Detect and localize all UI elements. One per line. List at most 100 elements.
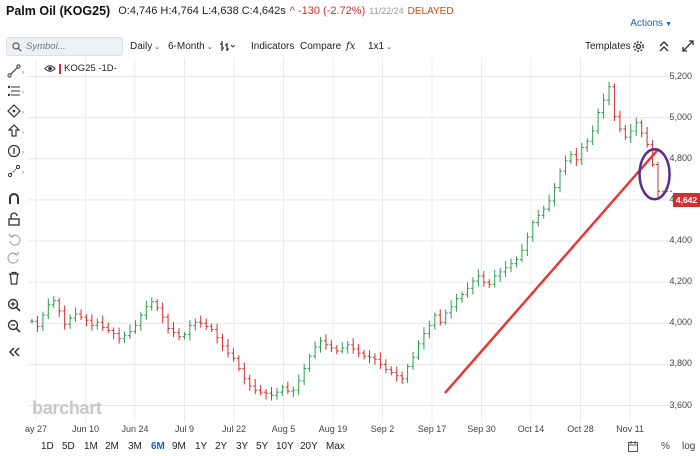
period-button-max[interactable]: Max xyxy=(326,441,345,452)
redo-icon xyxy=(7,251,20,264)
collapse-button[interactable] xyxy=(658,40,670,56)
redo-tool[interactable] xyxy=(6,249,22,265)
y-tick-label: 4,200 xyxy=(669,276,692,287)
x-tick-label: Oct 14 xyxy=(517,424,545,434)
layout-label: 1x1 xyxy=(368,41,385,52)
series-color-swatch xyxy=(59,63,61,74)
x-tick-label: Nov 11 xyxy=(616,424,644,434)
period-button-3m[interactable]: 3M xyxy=(128,441,142,452)
percent-scale-toggle[interactable]: % xyxy=(661,441,670,452)
fx-icon: fx xyxy=(346,41,356,52)
period-button-5d[interactable]: 5D xyxy=(62,441,75,452)
layout-dropdown[interactable]: 1x1 ⌄ xyxy=(368,41,392,52)
fullscreen-button[interactable] xyxy=(682,40,694,55)
eye-icon[interactable] xyxy=(44,64,56,73)
compare-button[interactable]: Compare xyxy=(300,41,342,52)
trash-icon xyxy=(9,271,19,285)
x-tick-label: ay 27 xyxy=(24,424,48,434)
x-tick-label: Aug 5 xyxy=(271,424,296,434)
price-change: ^ -130 (-2.72%) xyxy=(289,5,366,17)
fibonacci-icon xyxy=(7,85,20,97)
y-tick-label: 5,000 xyxy=(669,111,692,122)
bar-chart-type-icon xyxy=(220,41,236,51)
ohlc-values: O:4,746 H:4,764 L:4,638 C:4,642s xyxy=(118,5,286,17)
delayed-badge: DELAYED xyxy=(407,5,454,17)
arrow-tool[interactable] xyxy=(6,123,22,139)
shapes-icon xyxy=(7,104,21,118)
x-tick-label: Sep 30 xyxy=(467,424,496,434)
trendline-tool[interactable] xyxy=(6,63,22,79)
period-button-1m[interactable]: 1M xyxy=(84,441,98,452)
collapse-sidebar-button[interactable] xyxy=(6,344,22,360)
log-scale-toggle[interactable]: log xyxy=(682,441,696,452)
measure-icon xyxy=(7,164,21,178)
period-button-9m[interactable]: 9M xyxy=(172,441,186,452)
barchart-watermark: barchart xyxy=(32,398,102,418)
x-tick-label: Oct 28 xyxy=(567,424,594,434)
y-tick-label: 3,800 xyxy=(669,358,692,369)
chevron-right-icon: › xyxy=(22,170,24,176)
expand-icon xyxy=(682,40,694,52)
annotation-circle xyxy=(638,147,671,201)
symbol-title: Palm Oil (KOG25) xyxy=(6,4,111,18)
x-tick-label: Jul 22 xyxy=(221,424,247,434)
interval-dropdown[interactable]: Daily ⌄ xyxy=(130,41,160,52)
actions-label: Actions xyxy=(630,18,664,29)
templates-button[interactable]: Templates xyxy=(585,41,631,52)
gear-icon xyxy=(633,41,644,52)
period-button-6m[interactable]: 6M xyxy=(151,441,165,452)
delete-tool[interactable] xyxy=(6,270,22,286)
actions-menu-button[interactable]: Actions ▼ xyxy=(630,18,672,29)
fibonacci-tool[interactable] xyxy=(6,83,22,99)
range-dropdown[interactable]: 6-Month ⌄ xyxy=(168,41,213,52)
function-button[interactable]: fx xyxy=(346,41,355,52)
lock-tool[interactable] xyxy=(6,211,22,227)
price-chart[interactable] xyxy=(28,58,673,422)
legend-series-label: KOG25 -1D- xyxy=(64,63,117,74)
symbol-search[interactable] xyxy=(6,37,123,56)
x-tick-label: Jun 24 xyxy=(121,424,149,434)
period-button-10y[interactable]: 10Y xyxy=(276,441,294,452)
x-tick-label: Sep 17 xyxy=(417,424,447,434)
undo-icon xyxy=(8,233,21,246)
chevron-right-icon: › xyxy=(22,110,24,116)
chart-type-button[interactable] xyxy=(219,39,237,56)
trendline-icon xyxy=(7,64,21,78)
y-tick-label: 4,800 xyxy=(669,152,692,163)
measure-tool[interactable] xyxy=(6,163,22,179)
indicators-button[interactable]: Indicators xyxy=(251,41,295,52)
undo-tool[interactable] xyxy=(6,231,22,247)
chevron-right-icon: › xyxy=(22,90,24,96)
settings-button[interactable] xyxy=(632,40,645,56)
annotation-tool[interactable] xyxy=(6,143,22,159)
x-tick-label: Sep 2 xyxy=(370,424,395,434)
period-button-20y[interactable]: 20Y xyxy=(300,441,318,452)
y-tick-label: 4,400 xyxy=(669,235,692,246)
unlock-icon xyxy=(8,212,20,226)
period-button-2m[interactable]: 2M xyxy=(105,441,119,452)
period-button-5y[interactable]: 5Y xyxy=(256,441,269,452)
calendar-button[interactable] xyxy=(628,441,638,455)
magnet-icon xyxy=(9,193,19,204)
quote-date: 11/22/24 xyxy=(369,6,404,16)
x-tick-label: Jun 10 xyxy=(71,424,100,434)
period-button-1y[interactable]: 1Y xyxy=(195,441,208,452)
period-button-1d[interactable]: 1D xyxy=(41,441,54,452)
zoom-out-tool[interactable] xyxy=(6,318,22,334)
chevron-down-icon: ⌄ xyxy=(386,44,392,51)
calendar-icon xyxy=(628,441,638,452)
period-selector-bar: 1D 5D 1M 2M 3M 6M 9M 1Y 2Y 3Y 5Y 10Y 20Y Max % log xyxy=(0,436,700,456)
last-price-tag: 4,642 xyxy=(673,193,700,207)
chevron-right-icon: › xyxy=(22,150,24,156)
search-input[interactable] xyxy=(26,41,120,52)
x-tick-label: Jul 9 xyxy=(174,424,195,434)
period-button-2y[interactable]: 2Y xyxy=(215,441,228,452)
quote-header: Palm Oil (KOG25) O:4,746 H:4,764 L:4,638… xyxy=(0,0,700,22)
double-chevron-up-icon xyxy=(659,41,669,52)
zoom-in-tool[interactable] xyxy=(6,297,22,313)
magnet-tool[interactable] xyxy=(6,191,22,207)
search-icon xyxy=(12,41,22,52)
shapes-tool[interactable] xyxy=(6,103,22,119)
period-button-3y[interactable]: 3Y xyxy=(236,441,249,452)
double-chevron-left-icon xyxy=(8,347,20,357)
